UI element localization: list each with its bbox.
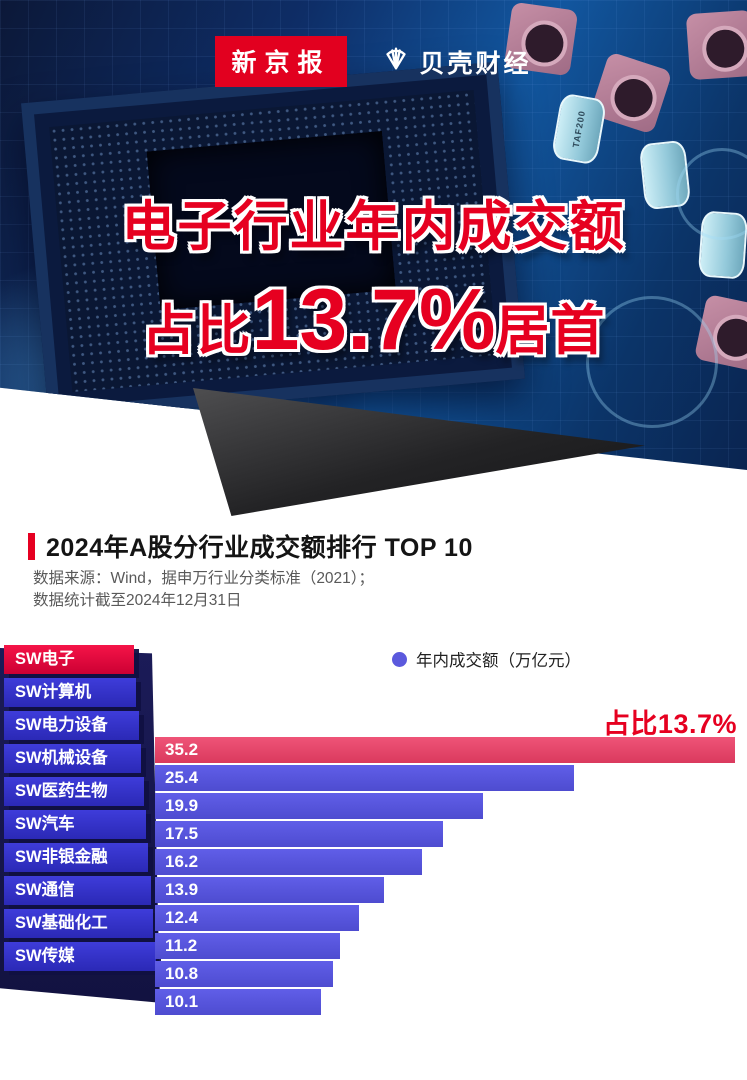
hero-title-prefix: 占比 <box>141 301 252 361</box>
hero-title-line2: 占比13.7%居首 <box>0 271 747 370</box>
industry-label: SW机械设备 <box>4 744 142 773</box>
industry-label: SW汽车 <box>4 810 146 839</box>
legend-dot-icon <box>392 651 407 667</box>
turnover-bar: 11.2 <box>155 933 340 959</box>
xinjingbao-logo: 新京报 <box>215 36 347 87</box>
bar-value-label: 17.5 <box>165 824 199 843</box>
ring-decor <box>676 148 747 240</box>
industry-label: SW通信 <box>4 876 151 905</box>
turnover-bar: 19.9 <box>155 793 483 819</box>
turnover-bar-chart: 年内成交额（万亿元） SW电子 SW计算机 SW电力设备 SW机械设备 SW医药生物 SW… <box>0 645 747 1065</box>
turnover-bar: 17.5 <box>155 821 443 847</box>
source-line-2: 数据统计截至2024年12月31日 <box>33 592 242 610</box>
source-line-1: 数据来源：Wind，据申万行业分类标准（2021）； <box>33 570 375 587</box>
red-bar-decor <box>28 532 35 560</box>
hero-title-line1: 电子行业年内成交额 <box>121 197 626 257</box>
beike-finance-logo: 贝壳财经 <box>381 43 532 80</box>
turnover-bar: 12.4 <box>155 905 359 931</box>
turnover-bar: 13.9 <box>155 877 384 903</box>
beike-finance-label: 贝壳财经 <box>419 49 532 78</box>
industry-label: SW医药生物 <box>4 777 144 806</box>
ring-decor <box>586 296 718 428</box>
shell-icon <box>381 43 411 80</box>
section-title: 2024年A股分行业成交额排行 TOP 10 <box>46 534 473 562</box>
legend-label: 年内成交额（万亿元） <box>416 652 581 670</box>
turnover-bar: 35.2 <box>155 737 735 763</box>
industry-label: SW电子 <box>4 645 134 674</box>
turnover-bar: 10.1 <box>155 989 321 1015</box>
data-source-note: 数据来源：Wind，据申万行业分类标准（2021）； 数据统计截至2024年12… <box>33 568 374 613</box>
industry-label: SW电力设备 <box>4 711 139 740</box>
header-logos: 新京报 贝壳财经 <box>0 36 747 87</box>
bar-value-label: 19.9 <box>165 796 199 815</box>
turnover-bar: 25.4 <box>155 765 574 791</box>
turnover-bar: 16.2 <box>155 849 422 875</box>
turnover-bar: 10.8 <box>155 961 333 987</box>
bar-value-label: 10.1 <box>165 992 199 1011</box>
hero-title: 电子行业年内成交额 占比13.7%居首 <box>0 182 747 370</box>
hero-title-value: 13.7% <box>251 272 496 368</box>
hero-title-suffix: 居首 <box>495 301 606 361</box>
bar-value-label: 11.2 <box>165 936 198 955</box>
industry-label: SW传媒 <box>4 942 156 971</box>
highlight-annotation: 占比13.7% <box>602 709 737 739</box>
bar-value-label: 10.8 <box>165 964 199 983</box>
industry-label: SW非银金融 <box>4 843 149 872</box>
bar-value-label: 16.2 <box>165 852 199 871</box>
industry-label: SW基础化工 <box>4 909 154 938</box>
chart-legend: 年内成交额（万亿元） <box>392 647 581 671</box>
hero-banner: TAF200 新京报 贝壳财经 电子行业年内成交额 占比13.7%居首 <box>0 0 747 470</box>
industry-label: SW计算机 <box>4 678 137 707</box>
section-header: 2024年A股分行业成交额排行 TOP 10 <box>28 528 473 564</box>
bar-value-label: 12.4 <box>165 908 199 927</box>
chip-label: TAF200 <box>570 109 588 149</box>
bar-value-label: 35.2 <box>165 740 199 759</box>
bar-value-label: 13.9 <box>165 880 199 899</box>
bar-value-label: 25.4 <box>165 768 199 787</box>
